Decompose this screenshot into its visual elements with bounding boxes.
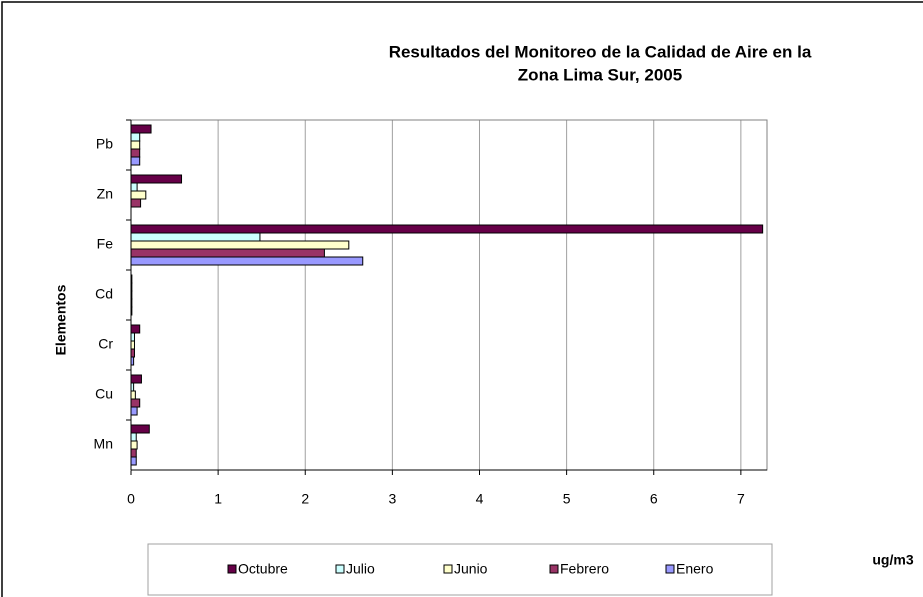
plot-frame [130,119,768,471]
legend-swatch [549,564,559,574]
y-axis-label: Elementos [53,284,69,355]
x-tick-label: 1 [214,491,222,507]
legend-label: Febrero [560,561,609,577]
y-tick-label: Zn [97,186,113,202]
legend-label: Junio [454,561,488,577]
legend-swatch [335,564,345,574]
x-tick-label: 7 [737,491,745,507]
bar [130,224,764,234]
bar [130,248,325,258]
y-tick-label: Mn [94,436,113,452]
bar [130,148,141,158]
bar [130,340,135,350]
bar [130,374,142,384]
legend-label: Octubre [238,561,288,577]
chart-title: Resultados del Monitoreo de la Calidad d… [389,42,812,61]
bar [130,390,136,400]
bar [130,432,137,442]
bar [130,440,138,450]
x-tick-label: 4 [476,491,484,507]
bar [130,324,141,334]
bar [130,174,183,184]
bar [130,398,141,408]
legend-label: Enero [676,561,714,577]
bar [130,332,135,342]
bar [130,198,142,208]
bar [130,232,261,242]
bar [130,156,141,166]
y-tick-label: Cr [98,336,113,352]
bar [130,256,364,266]
bar [130,124,152,134]
y-tick-label: Cd [95,286,113,302]
legend-label: Julio [346,561,375,577]
bar [130,348,135,358]
bar [130,448,137,458]
bar [130,406,138,416]
chart-title: Zona Lima Sur, 2005 [518,65,682,84]
bar [130,456,137,466]
bar [130,424,150,434]
bar [130,190,147,200]
y-tick-label: Fe [97,236,114,252]
bar [130,240,350,250]
x-tick-label: 0 [127,491,135,507]
y-tick-label: Cu [95,386,113,402]
legend-swatch [665,564,675,574]
bar [130,132,141,142]
bar [130,140,141,150]
legend-swatch [227,564,237,574]
unit-label: ug/m3 [872,552,913,568]
y-tick-label: Pb [96,136,113,152]
bar [130,182,138,192]
legend-swatch [443,564,453,574]
x-tick-label: 2 [301,491,309,507]
x-tick-label: 3 [388,491,396,507]
x-tick-label: 6 [650,491,658,507]
x-tick-label: 5 [563,491,571,507]
